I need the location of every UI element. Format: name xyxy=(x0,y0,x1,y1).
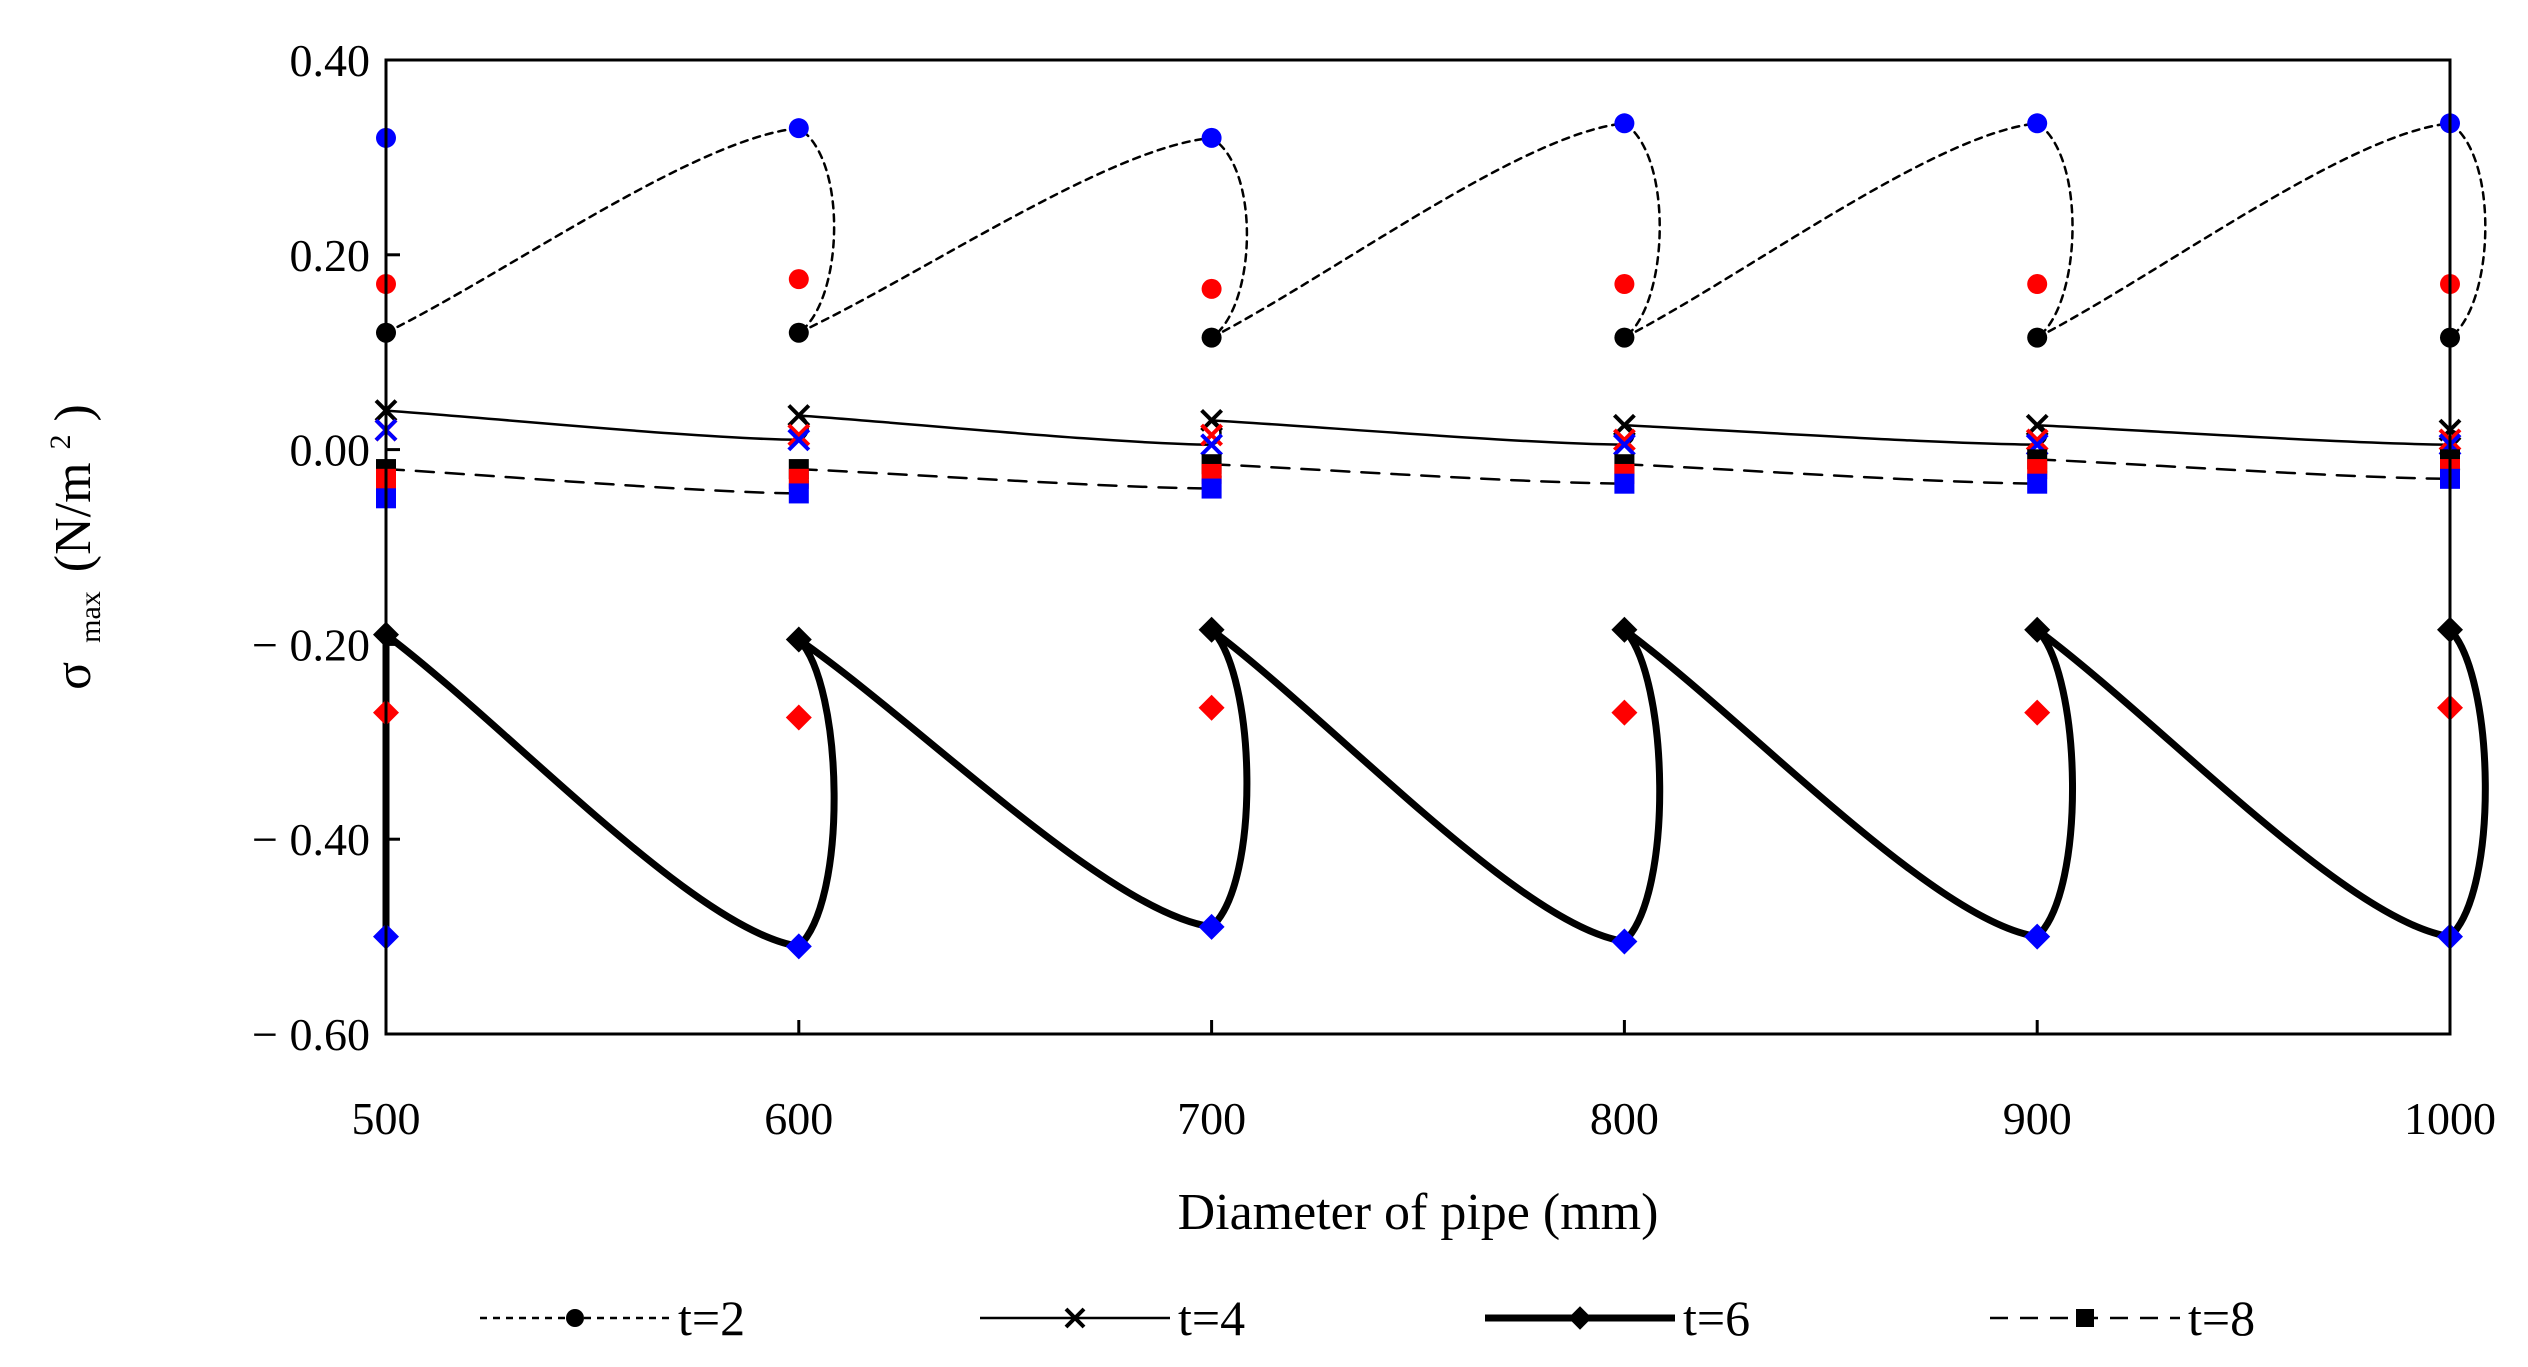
data-point-t-4-red xyxy=(1200,423,1224,447)
data-point-t-8-blue xyxy=(1614,473,1635,494)
y-tick-label: − 0.20 xyxy=(252,619,370,670)
x-axis-title: Diameter of pipe (mm) xyxy=(1178,1184,1659,1241)
y-tick-label: 0.40 xyxy=(290,35,371,86)
y-tick-label: − 0.40 xyxy=(252,814,370,865)
x-tick-label: 1000 xyxy=(2404,1093,2496,1144)
series-markers xyxy=(373,113,2463,960)
y-tick-label: 0.00 xyxy=(290,425,371,476)
data-point-t-6-black xyxy=(1611,616,1638,643)
data-point-t-2-black xyxy=(1614,327,1635,348)
series-curve-t-2 xyxy=(384,122,2487,339)
x-tick-label: 600 xyxy=(764,1093,833,1144)
x-axis-ticks: 500 600 700 800 900 1000 xyxy=(352,1020,2496,1144)
legend: t=2 t=4 t=6 t=8 xyxy=(480,1290,2255,1346)
data-point-t-8-blue xyxy=(2027,473,2048,494)
data-point-t-6-blue xyxy=(1611,928,1638,955)
x-tick-label: 500 xyxy=(352,1093,421,1144)
y-axis-title-close: ) xyxy=(45,404,102,421)
data-point-t-2-red xyxy=(1201,278,1222,299)
data-point-t-2-black xyxy=(1201,327,1222,348)
x-tick-label: 700 xyxy=(1177,1093,1246,1144)
legend-label-t-8: t=8 xyxy=(2188,1290,2255,1346)
legend-label-t-4: t=4 xyxy=(1178,1290,1245,1346)
data-point-t-4-black xyxy=(787,404,811,427)
data-point-t-4-blue xyxy=(1612,433,1636,457)
y-axis-title-subscript: max xyxy=(74,591,107,643)
legend-marker-t-4 xyxy=(1064,1307,1086,1329)
data-point-t-2-black xyxy=(2027,327,2048,348)
x-tick-label: 900 xyxy=(2003,1093,2072,1144)
data-point-t-6-red xyxy=(1611,699,1638,726)
series-curve-t-6 xyxy=(382,626,2489,951)
data-point-t-6-black xyxy=(2024,616,2051,643)
data-point-t-2-blue xyxy=(788,118,809,139)
series-curves xyxy=(382,122,2489,951)
data-point-t-8-blue xyxy=(788,483,809,504)
data-point-t-6-blue xyxy=(785,933,812,960)
data-point-t-2-black xyxy=(788,322,809,343)
data-point-t-6-blue xyxy=(1198,913,1225,940)
data-point-t-6-black xyxy=(785,626,812,653)
data-point-t-2-blue xyxy=(1201,127,1222,148)
data-point-t-4-red xyxy=(2025,428,2049,452)
y-axis-title: σ max (N/m 2 ) xyxy=(25,404,112,690)
legend-marker-t-2 xyxy=(566,1309,584,1327)
x-tick-label: 800 xyxy=(1590,1093,1659,1144)
data-point-t-2-red xyxy=(2027,274,2048,295)
plot-frame xyxy=(384,58,2452,1036)
y-axis-title-superscript: 2 xyxy=(44,434,77,449)
legend-label-t-2: t=2 xyxy=(678,1290,745,1346)
legend-label-t-6: t=6 xyxy=(1683,1290,1750,1346)
series-curve-t-4 xyxy=(384,409,2461,446)
y-axis-title-sigma: σ xyxy=(45,662,102,690)
data-point-t-4-blue xyxy=(787,428,811,452)
data-point-t-2-blue xyxy=(2027,113,2048,134)
data-point-t-4-blue xyxy=(1200,433,1224,457)
y-tick-label: 0.20 xyxy=(290,230,371,281)
legend-marker-t-6 xyxy=(1568,1306,1592,1330)
data-point-t-2-red xyxy=(1614,274,1635,295)
data-point-t-6-red xyxy=(785,704,812,731)
data-point-t-8-blue xyxy=(1201,478,1222,499)
y-tick-label: − 0.60 xyxy=(252,1009,370,1060)
data-point-t-2-red xyxy=(788,269,809,290)
series-curve-t-8 xyxy=(384,458,2461,500)
data-point-t-6-red xyxy=(2024,699,2051,726)
y-axis-title-units: (N/m xyxy=(45,462,102,572)
data-point-t-4-red xyxy=(787,423,811,447)
y-axis-ticks: 0.40 0.20 0.00 − 0.20 − 0.40 − 0.60 xyxy=(252,35,400,1060)
data-point-t-6-red xyxy=(1198,694,1225,721)
data-point-t-2-blue xyxy=(1614,113,1635,134)
data-point-t-4-red xyxy=(1612,428,1636,452)
data-point-t-6-black xyxy=(1198,616,1225,643)
legend-marker-t-8 xyxy=(2076,1309,2094,1327)
data-point-t-6-blue xyxy=(2024,923,2051,950)
